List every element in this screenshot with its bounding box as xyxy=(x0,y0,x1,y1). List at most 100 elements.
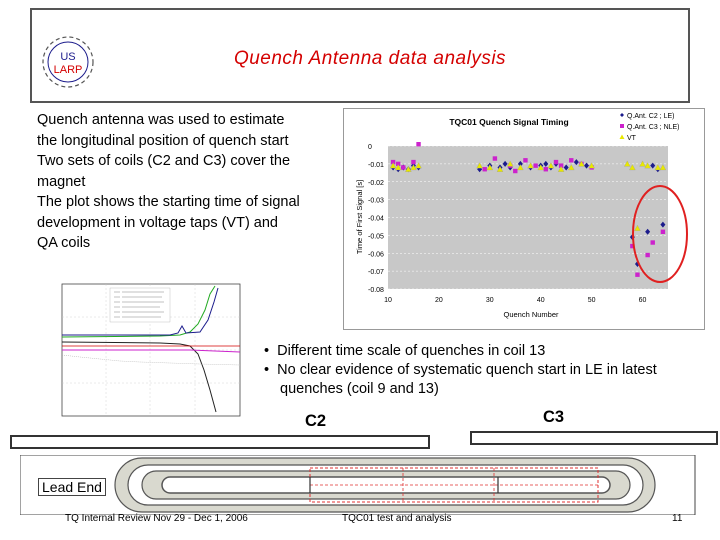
data-point-triangle xyxy=(517,164,524,171)
findings-list: • Different time scale of quenches in co… xyxy=(264,342,704,399)
data-point-square xyxy=(660,229,666,234)
legend-label: Q.Ant. C3 ; NLE) xyxy=(627,124,680,131)
bullet-text: Different time scale of quenches in coil… xyxy=(277,343,546,359)
data-point-triangle xyxy=(547,162,555,169)
lead-end-label: Lead End xyxy=(38,478,106,496)
data-point-square xyxy=(513,168,518,174)
data-point-square xyxy=(558,163,564,168)
data-point-triangle xyxy=(415,162,422,169)
legend-label: VT xyxy=(627,135,637,142)
x-ticks: 10 20 30 40 50 60 xyxy=(384,297,646,304)
data-point-triangle xyxy=(394,164,402,171)
data-point-triangle xyxy=(527,162,534,169)
coil-c3-extent-bar xyxy=(470,431,718,445)
intro-line: Quench antenna was used to estimate xyxy=(37,112,285,128)
data-point-square xyxy=(492,156,498,161)
data-point-diamond xyxy=(650,162,656,169)
data-point-triangle xyxy=(634,224,641,231)
legend-label: Q.Ant. C2 ; LE) xyxy=(627,113,674,120)
y-tick-label: -0.07 xyxy=(368,269,384,276)
data-point-diamond xyxy=(573,159,579,166)
intro-text: Quench antenna was used to estimate the … xyxy=(37,110,347,254)
data-point-diamond xyxy=(645,228,651,235)
logo-text-larp: LARP xyxy=(54,64,83,76)
data-point-square xyxy=(416,142,421,147)
data-point-triangle xyxy=(568,164,575,171)
y-tick-label: -0.01 xyxy=(368,162,384,169)
data-point-triangle xyxy=(537,164,544,171)
data-point-triangle xyxy=(405,165,412,172)
data-point-triangle xyxy=(644,162,651,169)
data-point-square xyxy=(645,252,650,258)
data-point-triangle xyxy=(659,164,667,171)
y-axis-label: Time of First Signal [s] xyxy=(355,180,364,254)
data-point-triangle xyxy=(654,164,662,171)
title-banner xyxy=(30,8,690,103)
coil-label-c2: C2 xyxy=(305,412,327,430)
data-point-square xyxy=(401,165,406,170)
y-tick-label: -0.08 xyxy=(368,287,384,294)
intro-line: Two sets of coils (C2 and C3) cover the xyxy=(37,153,291,169)
y-tick-label: -0.05 xyxy=(368,233,384,240)
intro-line: The plot shows the starting time of sign… xyxy=(37,194,300,210)
data-point-triangle xyxy=(476,162,483,169)
data-point-square xyxy=(650,240,655,245)
data-point-diamond xyxy=(634,260,640,267)
data-point-square xyxy=(411,159,416,165)
x-axis-label: Quench Number xyxy=(503,310,559,319)
data-point-square xyxy=(523,158,528,163)
timing-chart: TQC01 Quench Signal Timing 0 -0.01 -0.02 -0… xyxy=(355,113,688,319)
list-item: • Different time scale of quenches in co… xyxy=(264,343,546,359)
legend-marker xyxy=(620,113,624,117)
data-point-triangle xyxy=(639,160,646,167)
us-larp-logo: US LARP xyxy=(42,36,94,88)
y-tick-label: -0.02 xyxy=(368,180,384,187)
legend-marker xyxy=(619,134,625,139)
coil-label-c3: C3 xyxy=(543,408,565,426)
data-point-triangle xyxy=(588,162,595,169)
y-tick-label: -0.03 xyxy=(368,198,384,205)
data-point-square xyxy=(390,159,396,165)
data-point-square xyxy=(635,272,640,277)
coil-c2-extent-bar xyxy=(10,435,430,449)
data-point-square xyxy=(533,163,538,168)
data-point-square xyxy=(543,167,549,172)
y-tick-label: -0.04 xyxy=(368,216,384,223)
timing-chart-frame: TQC01 Quench Signal Timing 0 -0.01 -0.02 -0… xyxy=(343,108,705,330)
data-point-triangle xyxy=(496,165,504,172)
data-point-square xyxy=(553,159,559,165)
data-point-diamond xyxy=(563,164,569,171)
data-point-triangle xyxy=(410,164,417,171)
y-tick-label: -0.06 xyxy=(368,251,384,258)
intro-line: the longitudinal position of quench star… xyxy=(37,132,289,149)
y-ticks: 0 -0.01 -0.02 -0.03 -0.04 -0.05 -0.06 -0.07 -0.0… xyxy=(368,144,384,294)
footer-event: TQ Internal Review Nov 29 - Dec 1, 2006 xyxy=(65,513,248,524)
bullet-text: No clear evidence of systematic quench s… xyxy=(277,362,657,397)
data-point-diamond xyxy=(543,160,549,167)
data-point-diamond xyxy=(502,160,508,167)
data-point-triangle xyxy=(506,160,514,167)
list-item: • No clear evidence of systematic quench… xyxy=(264,362,657,397)
chart-legend: Q.Ant. C2 ; LE) Q.Ant. C3 ; NLE) VT xyxy=(619,113,680,142)
data-point-triangle xyxy=(557,165,565,172)
legend-marker xyxy=(620,124,624,128)
y-tick-label: 0 xyxy=(368,144,372,151)
grid-lines xyxy=(388,145,668,290)
x-tick-label: 20 xyxy=(435,297,443,304)
page-title: Quench Antenna data analysis xyxy=(233,48,507,69)
data-point-square xyxy=(569,158,574,163)
data-point-triangle xyxy=(629,164,636,171)
x-tick-label: 40 xyxy=(537,297,545,304)
data-point-square xyxy=(630,243,635,249)
data-point-triangle xyxy=(578,160,585,167)
x-tick-label: 50 xyxy=(588,297,596,304)
intro-line: QA coils xyxy=(37,235,91,251)
intro-line: magnet xyxy=(37,173,86,190)
data-point-square xyxy=(395,161,401,167)
chart-title: TQC01 Quench Signal Timing xyxy=(449,117,568,127)
voltage-signal-plot xyxy=(61,283,241,417)
data-point-triangle xyxy=(389,162,397,169)
data-point-triangle xyxy=(486,164,494,171)
magnet-diagram xyxy=(20,455,696,515)
intro-line: development in voltage taps (VT) and xyxy=(37,214,278,231)
